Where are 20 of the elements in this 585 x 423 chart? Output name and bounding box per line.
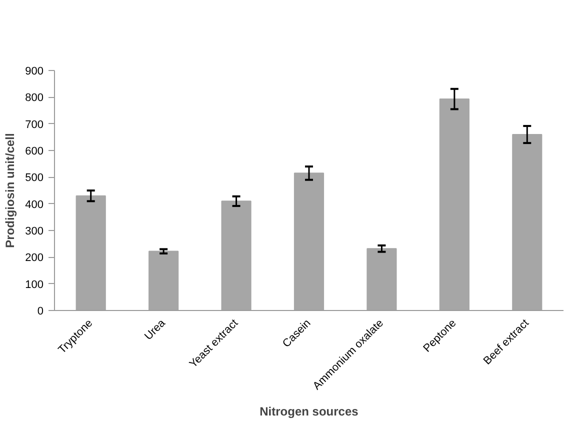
y-tick-label: 700: [25, 118, 44, 131]
bar: [439, 98, 470, 310]
y-tick-label: 900: [25, 66, 44, 78]
y-tick-label: 500: [25, 172, 44, 184]
y-tick-label: 0: [37, 306, 44, 318]
y-tick-label: 600: [25, 146, 44, 158]
bar: [366, 248, 397, 310]
y-tick-label: 300: [25, 226, 44, 238]
y-tick-label: 800: [25, 92, 44, 104]
y-axis-title: Prodigiosin unit/cell: [3, 133, 18, 248]
bar: [294, 172, 324, 310]
bar: [221, 200, 252, 310]
bar: [148, 250, 179, 310]
y-tick-label: 200: [25, 252, 44, 264]
y-tick-label: 100: [25, 278, 44, 291]
bar: [76, 195, 106, 310]
y-tick-label: 400: [25, 198, 44, 211]
x-tick-label: Urea: [142, 316, 168, 343]
x-axis-title: Nitrogen sources: [260, 404, 359, 419]
bar: [512, 134, 542, 310]
